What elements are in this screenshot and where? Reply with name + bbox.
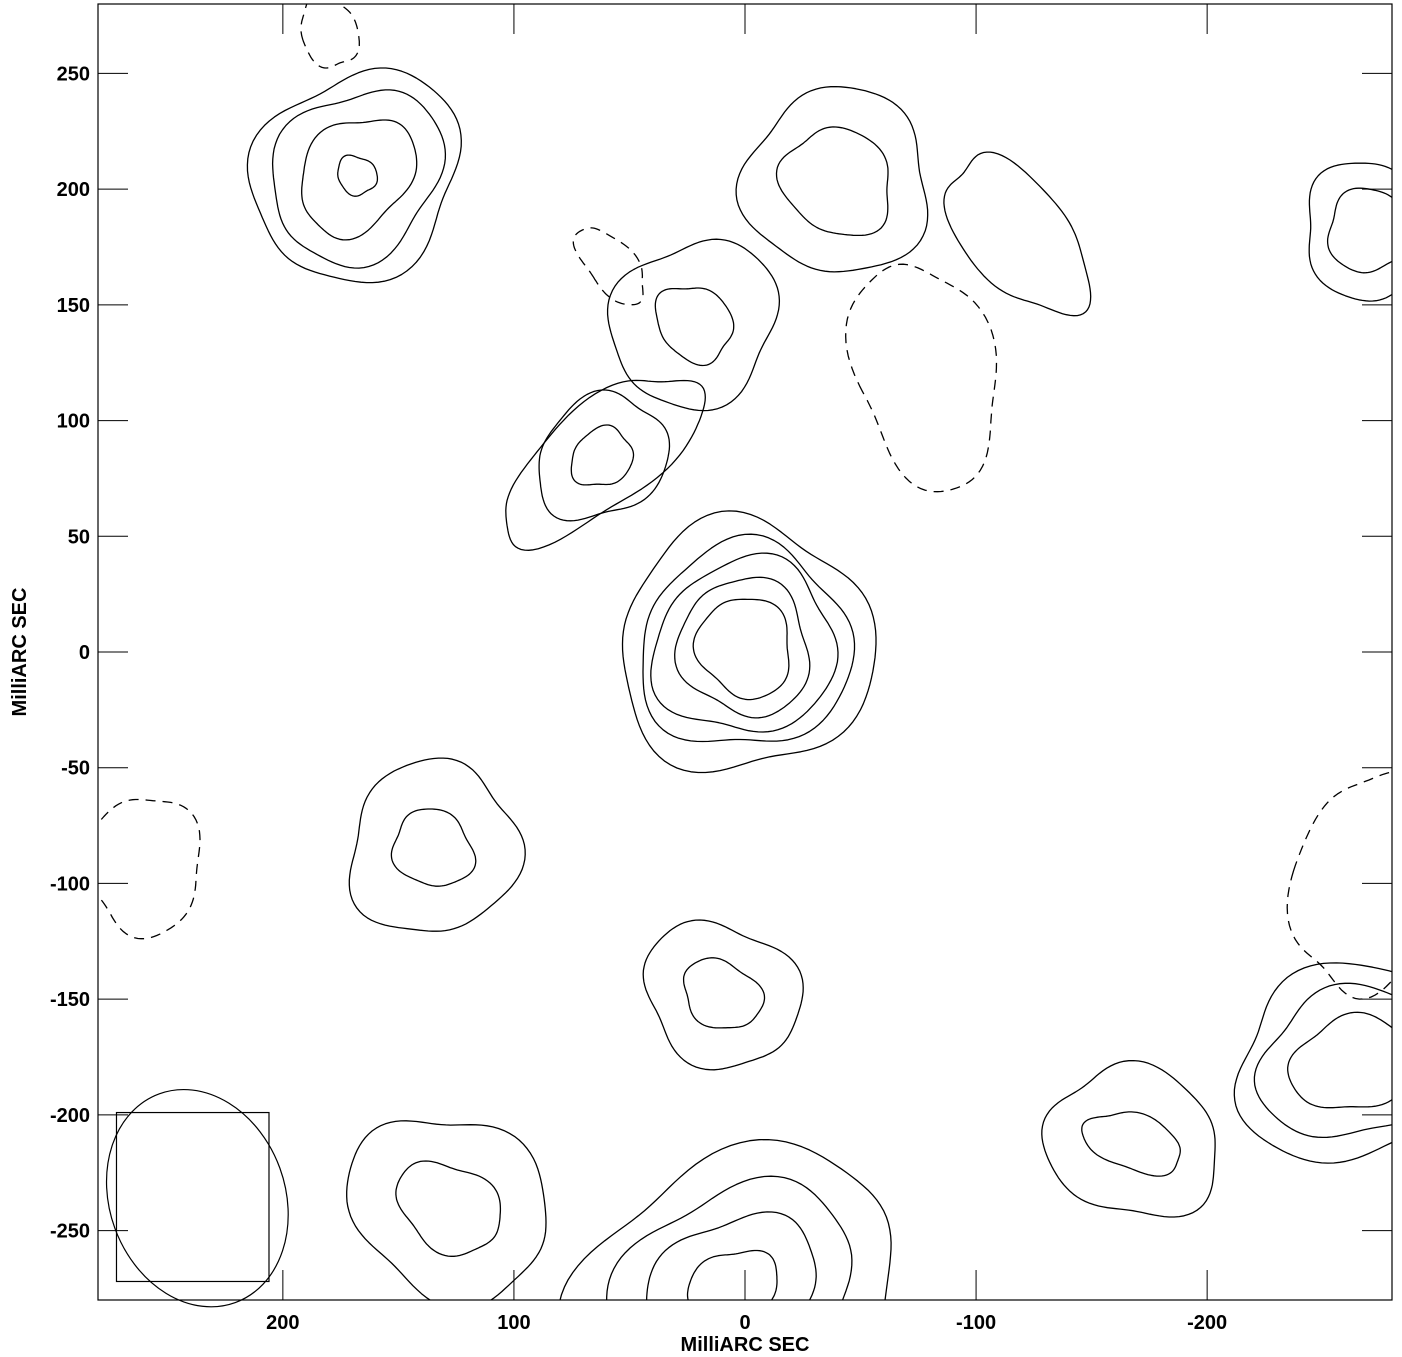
x-tick-label: 0	[739, 1312, 750, 1334]
y-tick-label: 50	[68, 526, 90, 548]
y-tick-label: 100	[57, 411, 90, 433]
positive-contour	[682, 957, 766, 1029]
positive-contour	[390, 808, 477, 887]
positive-contour	[1287, 1011, 1392, 1109]
positive-contour	[943, 151, 1092, 317]
y-tick-label: 250	[57, 63, 90, 85]
positive-contour	[621, 510, 877, 774]
positive-contour	[642, 919, 804, 1071]
positive-contour	[674, 576, 811, 719]
y-tick-labels: 250 200 150 100 50 0 -50 -100 -150 -200 -250	[50, 63, 90, 1242]
positive-contour	[654, 287, 735, 367]
y-tick-label: 200	[57, 179, 90, 201]
positive-contour	[605, 1175, 853, 1300]
negative-contour	[1286, 771, 1392, 1000]
positive-contour	[1326, 187, 1392, 274]
negative-contour	[845, 263, 998, 493]
positive-contour	[570, 424, 635, 486]
negative-contour	[300, 4, 360, 69]
positive-contour	[606, 238, 781, 412]
positive-contour	[559, 1138, 892, 1300]
positive-contour	[650, 552, 839, 733]
y-tick-label: 150	[57, 295, 90, 317]
beam-box	[115, 1111, 270, 1283]
positive-contour	[1308, 162, 1392, 302]
positive-contour	[1081, 1111, 1181, 1177]
y-tick-label: -250	[50, 1221, 90, 1243]
y-tick-label: -100	[50, 873, 90, 895]
y-tick-label: -200	[50, 1105, 90, 1127]
positive-contour	[505, 379, 706, 551]
y-axis-title: MilliARC SEC	[9, 588, 31, 717]
positive-contour	[1233, 962, 1392, 1164]
positive-contour	[348, 757, 526, 932]
positive-contour	[271, 89, 447, 269]
positive-contour	[692, 598, 790, 701]
positive-contour	[246, 67, 462, 284]
positive-contour	[395, 1160, 502, 1257]
positive-contour	[686, 1249, 778, 1300]
x-tick-labels: 200 100 0 -100 -200	[266, 1312, 1227, 1334]
x-tick-label: 200	[266, 1312, 299, 1334]
positive-contour	[346, 1120, 547, 1300]
y-tick-label: -150	[50, 989, 90, 1011]
positive-contour	[301, 119, 418, 241]
negative-contour	[98, 798, 201, 940]
x-tick-label: 100	[497, 1312, 530, 1334]
axis-ticks	[98, 4, 1392, 1300]
positive-contour	[775, 126, 889, 237]
y-tick-label: -50	[61, 758, 90, 780]
positive-contour	[1041, 1059, 1216, 1218]
positive-contour	[735, 85, 929, 273]
positive-contour	[642, 533, 856, 743]
x-axis-title: MilliARC SEC	[681, 1334, 810, 1356]
positive-contour	[645, 1211, 817, 1300]
plot-frame	[97, 3, 1393, 1301]
x-tick-label: -100	[956, 1312, 996, 1334]
y-tick-label: 0	[79, 642, 90, 664]
beam-ellipse	[105, 1088, 289, 1308]
positive-contour	[1253, 982, 1392, 1139]
contour-layer	[98, 4, 1392, 1300]
x-tick-label: -200	[1187, 1312, 1227, 1334]
positive-contour	[337, 154, 379, 197]
beam-inset	[105, 1088, 289, 1308]
